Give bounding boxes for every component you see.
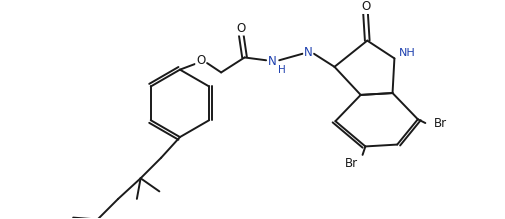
Text: O: O — [236, 22, 245, 35]
Text: O: O — [195, 54, 205, 67]
Text: Br: Br — [344, 157, 357, 170]
Text: NH: NH — [398, 48, 415, 58]
Text: O: O — [361, 0, 370, 13]
Text: N: N — [304, 46, 312, 59]
Text: H: H — [278, 65, 285, 75]
Text: Br: Br — [433, 117, 446, 131]
Text: N: N — [268, 55, 277, 68]
